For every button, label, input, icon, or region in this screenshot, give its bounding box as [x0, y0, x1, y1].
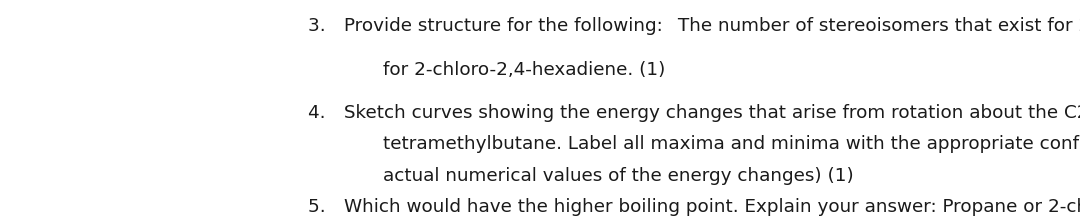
Text: 4. Sketch curves showing the energy changes that arise from rotation about the C: 4. Sketch curves showing the energy chan… — [308, 104, 1080, 122]
Text: for 2-chloro-2,4-hexadiene. (1): for 2-chloro-2,4-hexadiene. (1) — [383, 61, 665, 79]
Text: 3. Provide structure for the following:  The number of stereoisomers that exist : 3. Provide structure for the following: … — [308, 17, 1080, 35]
Text: actual numerical values of the energy changes) (1): actual numerical values of the energy ch… — [383, 166, 854, 184]
Text: tetramethylbutane. Label all maxima and minima with the appropriate conformation: tetramethylbutane. Label all maxima and … — [383, 135, 1080, 153]
Text: 5. Which would have the higher boiling point. Explain your answer: Propane or 2-: 5. Which would have the higher boiling p… — [308, 198, 1080, 216]
